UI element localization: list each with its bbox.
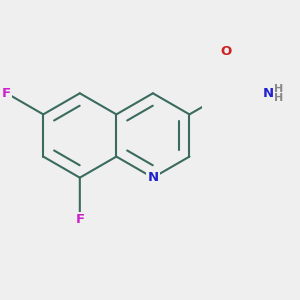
- Text: N: N: [262, 87, 274, 100]
- Text: H: H: [274, 93, 283, 103]
- Text: H: H: [274, 84, 283, 94]
- Text: O: O: [220, 45, 232, 58]
- Text: F: F: [75, 213, 84, 226]
- Text: F: F: [2, 87, 11, 100]
- Text: N: N: [147, 171, 158, 184]
